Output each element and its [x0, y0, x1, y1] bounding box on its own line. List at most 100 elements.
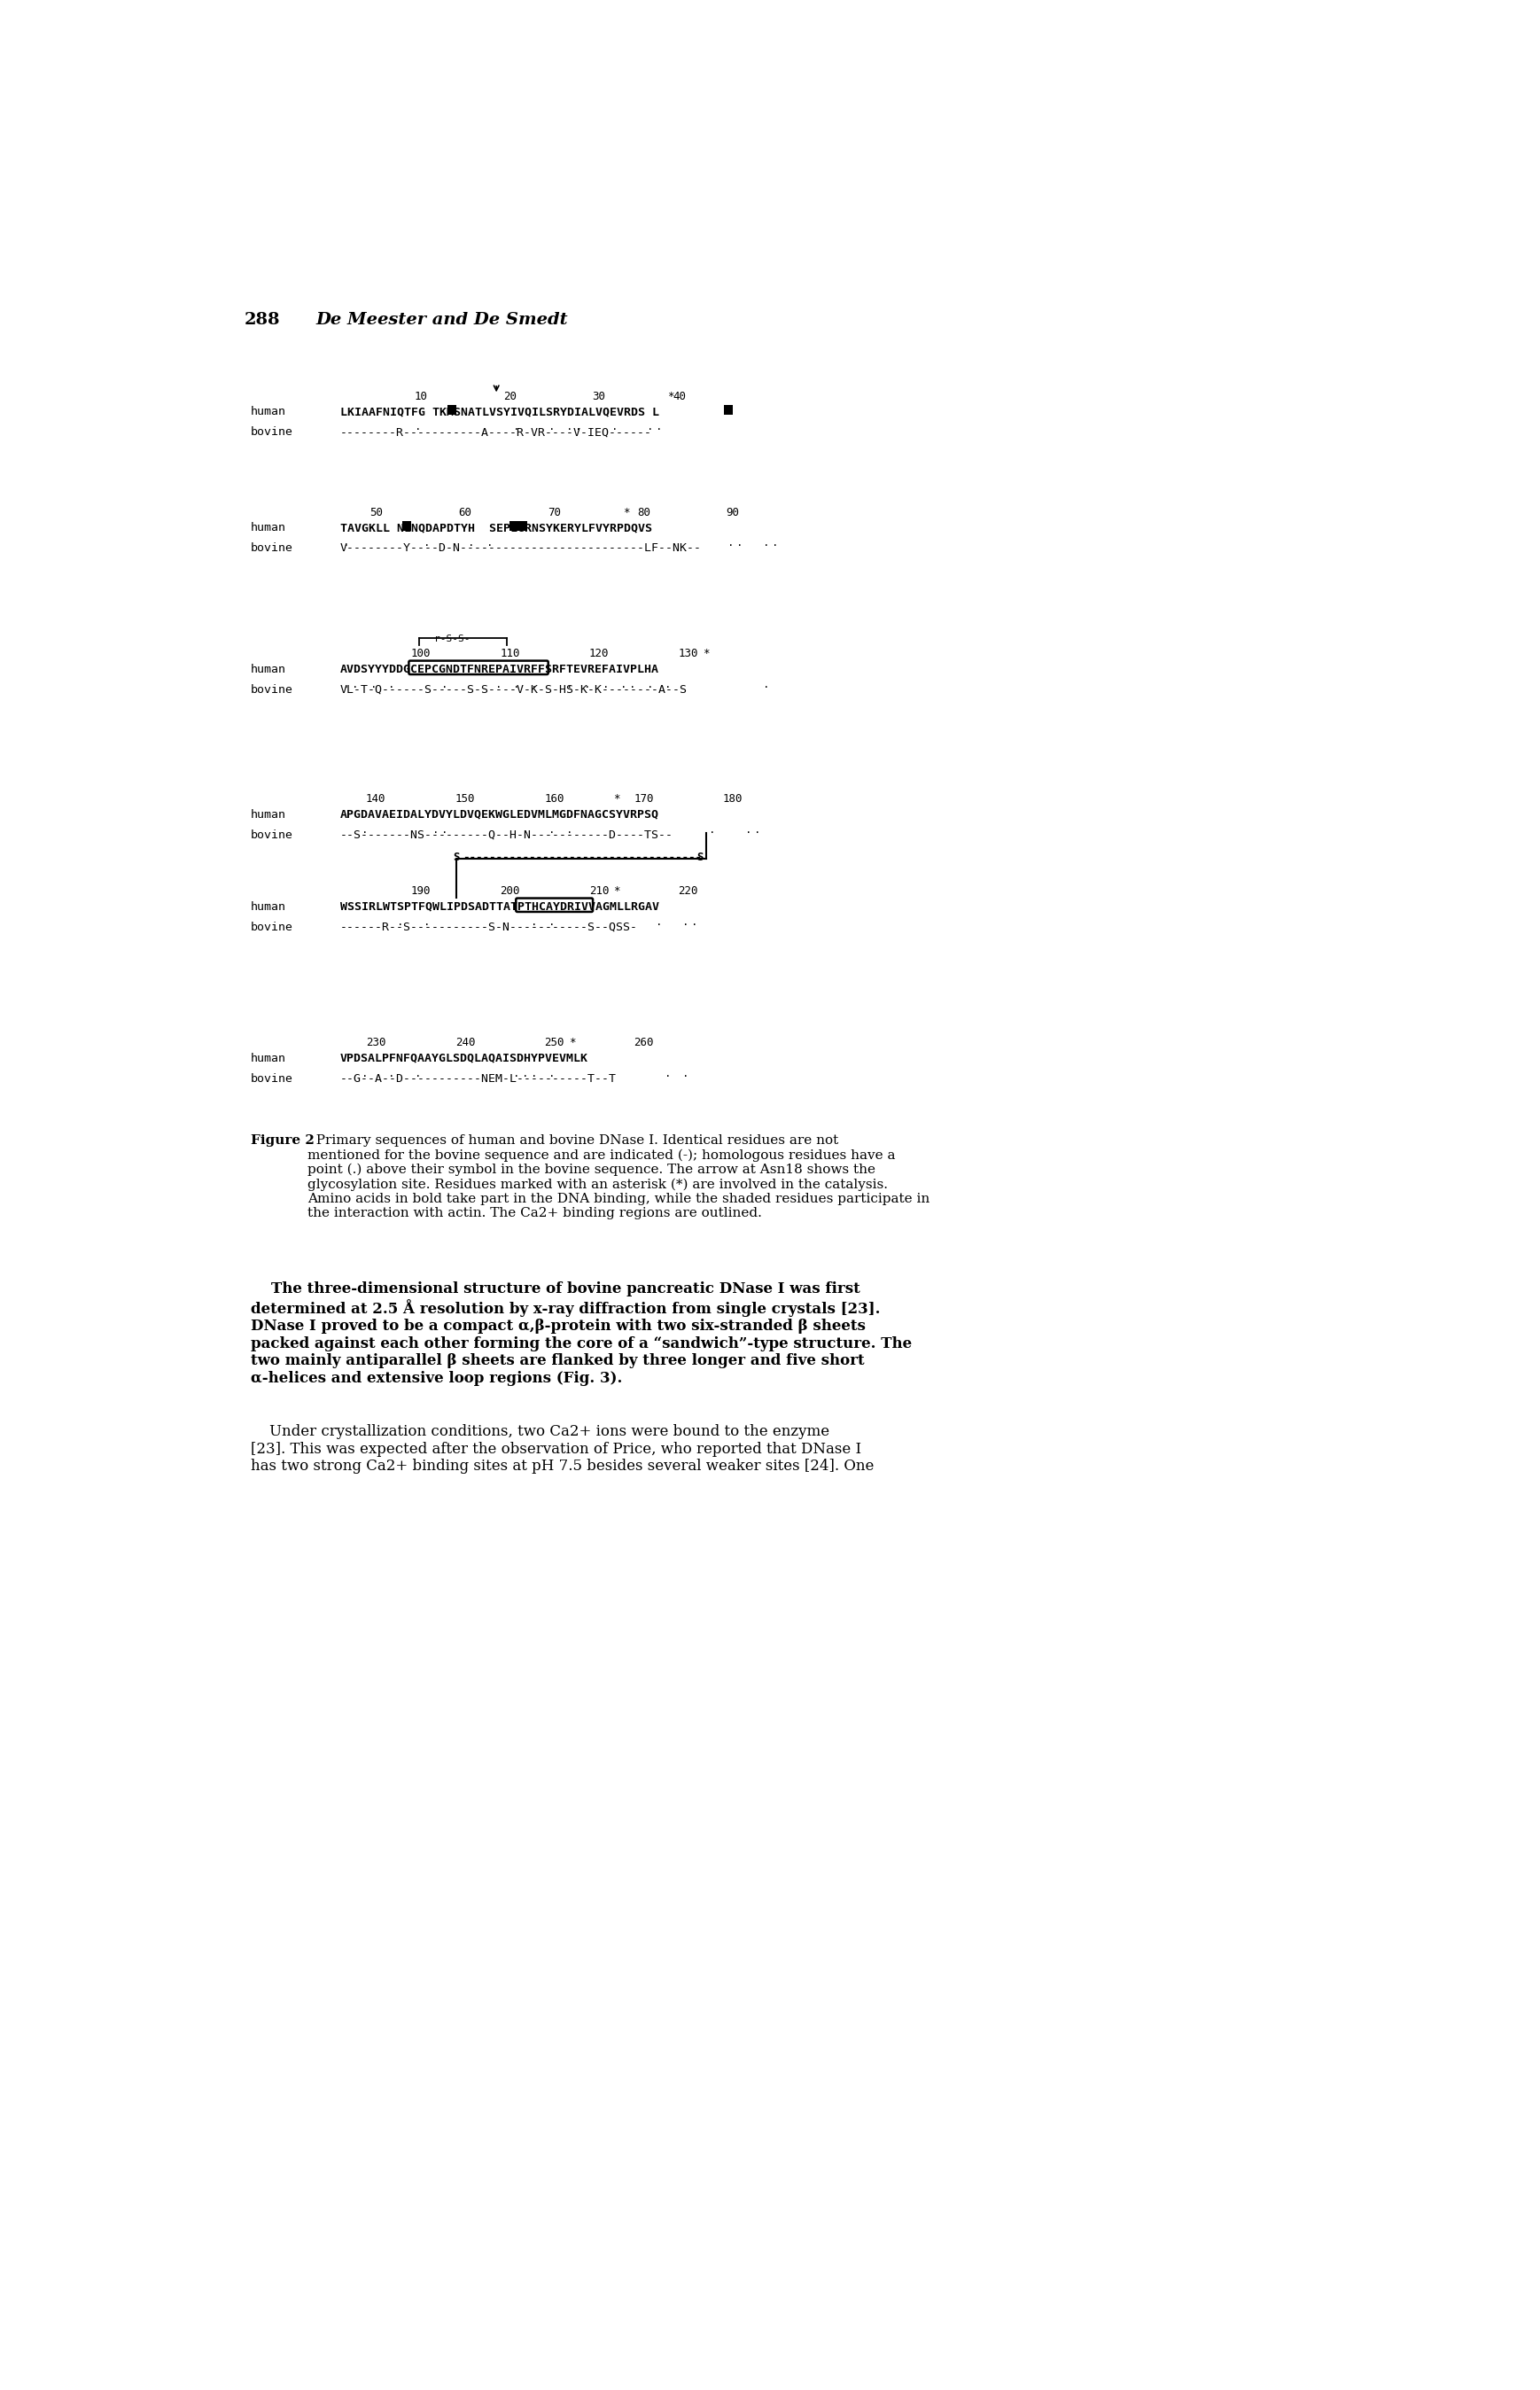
Text: .: .	[414, 1068, 422, 1078]
Text: .: .	[494, 679, 502, 691]
Text: VPDSALPFNFQAAYGLSDQLAQAISDHYPVEVMLK: VPDSALPFNFQAAYGLSDQLAQAISDHYPVEVMLK	[340, 1052, 588, 1064]
Text: .: .	[442, 679, 448, 691]
Text: 180: 180	[722, 793, 742, 805]
Text: .: .	[513, 421, 519, 433]
Text: .: .	[710, 825, 716, 836]
Text: .: .	[755, 825, 761, 836]
Bar	[510, 521, 528, 531]
Text: .: .	[468, 538, 474, 550]
Text: AVDSYYYDDGCEPCGNDTFNREPAIVRFFSRFTEVREFAIVPLHA: AVDSYYYDDGCEPCGNDTFNREPAIVRFFSRFTEVREFAI…	[340, 664, 659, 674]
Text: .: .	[531, 1068, 537, 1078]
Text: .: .	[548, 1068, 556, 1078]
Text: 110: 110	[500, 648, 519, 660]
Text: Primary sequences of human and bovine DNase I. Identical residues are not
mentio: Primary sequences of human and bovine DN…	[306, 1135, 930, 1219]
Text: .: .	[548, 825, 556, 836]
Text: .: .	[727, 538, 733, 550]
Text: r-S-S-: r-S-S-	[434, 633, 470, 643]
Text: 30: 30	[593, 390, 605, 402]
Text: .: .	[772, 538, 778, 550]
Text: 40: 40	[673, 390, 685, 402]
Text: .: .	[353, 679, 359, 691]
Text: human: human	[251, 406, 286, 418]
Text: 220: 220	[678, 884, 698, 896]
Text: .: .	[762, 679, 770, 691]
Text: --S-------NS---------Q--H-N-----------D----TS--: --S-------NS---------Q--H-N-----------D-…	[340, 829, 673, 841]
Text: 240: 240	[456, 1037, 476, 1049]
Text: .: .	[567, 825, 573, 836]
Text: TAVGKLL NLNQDAPDTYH  SEPLGRNSYKERYLFVYRPDQVS: TAVGKLL NLNQDAPDTYH SEPLGRNSYKERYLFVYRPD…	[340, 521, 651, 533]
Text: .: .	[647, 679, 653, 691]
Text: ------R--S-----------S-N-----------S--QSS-: ------R--S-----------S-N-----------S--QS…	[340, 923, 638, 932]
Text: 60: 60	[459, 507, 471, 519]
Text: .: .	[762, 538, 770, 550]
Text: .: .	[621, 679, 627, 691]
Text: *: *	[667, 390, 675, 402]
Text: LKIAAFNIQTFG TKMSNATLVSYIVQILSRYDIALVQEVRDS L: LKIAAFNIQTFG TKMSNATLVSYIVQILSRYDIALVQEV…	[340, 406, 659, 418]
Text: .: .	[513, 1068, 519, 1078]
Text: Figure 2: Figure 2	[251, 1135, 314, 1147]
Text: human: human	[251, 664, 286, 674]
Text: *: *	[622, 507, 630, 519]
Text: --G--A--D-----------NEM-L----------T--T: --G--A--D-----------NEM-L----------T--T	[340, 1073, 616, 1085]
Text: .: .	[487, 538, 493, 550]
Text: .: .	[576, 421, 582, 433]
Text: .: .	[531, 679, 537, 691]
Text: .: .	[370, 679, 377, 691]
Text: .: .	[414, 421, 422, 433]
Text: 80: 80	[638, 507, 650, 519]
Text: 260: 260	[633, 1037, 653, 1049]
Text: .: .	[360, 825, 368, 836]
Bar	[402, 521, 411, 531]
Text: 140: 140	[367, 793, 387, 805]
Text: S: S	[453, 851, 460, 863]
Text: 210: 210	[590, 884, 608, 896]
Text: 90: 90	[727, 507, 739, 519]
Text: .: .	[548, 421, 556, 433]
Text: 288: 288	[243, 313, 280, 327]
Text: 170: 170	[633, 793, 653, 805]
Text: human: human	[251, 808, 286, 820]
Text: 160: 160	[545, 793, 564, 805]
Text: .: .	[691, 915, 698, 927]
Text: .: .	[424, 538, 430, 550]
Text: bovine: bovine	[251, 543, 294, 554]
Text: bovine: bovine	[251, 923, 294, 932]
Text: .: .	[584, 679, 591, 691]
Text: .: .	[647, 421, 653, 433]
Text: .: .	[388, 1068, 394, 1078]
Text: ------------------------------------: ------------------------------------	[464, 851, 702, 863]
Text: .: .	[522, 825, 528, 836]
Text: 200: 200	[500, 884, 519, 896]
Text: .: .	[682, 1068, 688, 1078]
Bar	[447, 404, 456, 416]
Text: .: .	[682, 915, 688, 927]
Text: *: *	[613, 884, 621, 896]
Text: *: *	[568, 1037, 576, 1049]
Text: 130: 130	[678, 648, 698, 660]
Text: .: .	[665, 1068, 671, 1078]
Text: The three-dimensional structure of bovine pancreatic DNase I was first
determine: The three-dimensional structure of bovin…	[251, 1281, 912, 1386]
Text: 70: 70	[548, 507, 561, 519]
Text: .: .	[548, 915, 556, 927]
Text: bovine: bovine	[251, 1073, 294, 1085]
Text: human: human	[251, 901, 286, 913]
Bar	[724, 404, 733, 416]
Text: *: *	[702, 648, 710, 660]
Text: S: S	[696, 851, 704, 863]
Text: .: .	[513, 679, 519, 691]
Text: 250: 250	[545, 1037, 564, 1049]
Text: .: .	[343, 679, 350, 691]
Text: Under crystallization conditions, two Ca2+ ions were bound to the enzyme
[23]. T: Under crystallization conditions, two Ca…	[251, 1424, 875, 1475]
Text: V--------Y----D-N--------------------------LF--NK--: V--------Y----D-N-----------------------…	[340, 543, 702, 554]
Text: bovine: bovine	[251, 428, 294, 437]
Text: WSSIRLWTSPTFQWLIPDSADTTATPTHCAYDRIVVAGMLLRGAV: WSSIRLWTSPTFQWLIPDSADTTATPTHCAYDRIVVAGML…	[340, 901, 659, 913]
Text: 190: 190	[411, 884, 431, 896]
Text: .: .	[343, 538, 350, 550]
Text: .: .	[611, 421, 618, 433]
Text: 10: 10	[414, 390, 427, 402]
Text: .: .	[736, 538, 742, 550]
Text: --------R-----------A----R-VR----V-IEQ------: --------R-----------A----R-VR----V-IEQ--…	[340, 428, 651, 437]
Text: .: .	[656, 915, 662, 927]
Text: .: .	[628, 679, 636, 691]
Text: 120: 120	[590, 648, 608, 660]
